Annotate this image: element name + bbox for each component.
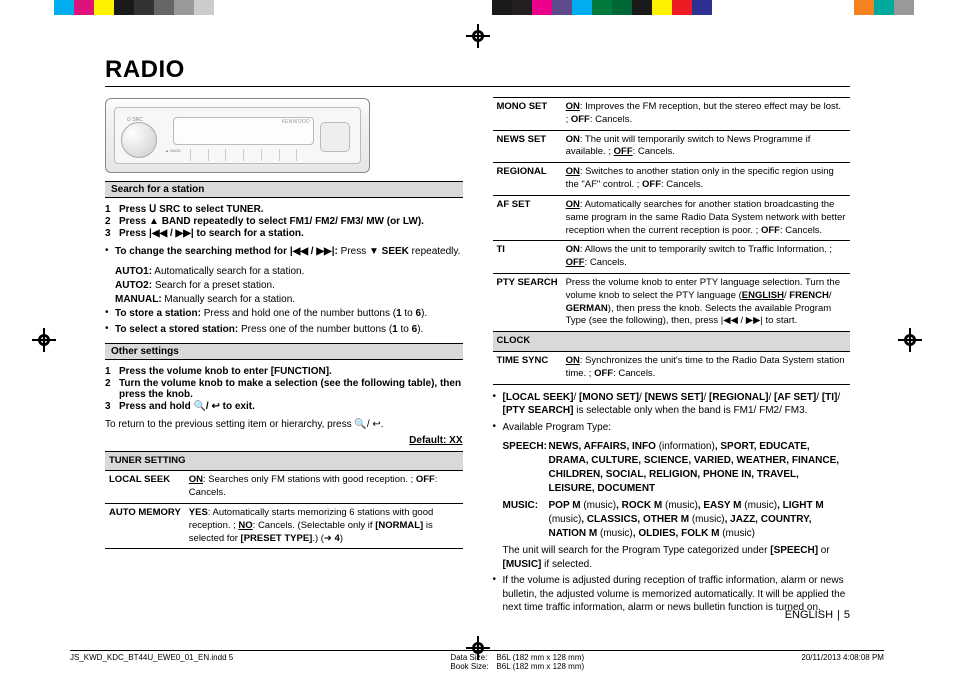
indent-line: MANUAL: Manually search for a station. bbox=[115, 293, 463, 307]
paragraph: To return to the previous setting item o… bbox=[105, 418, 463, 432]
table-header: TUNER SETTING bbox=[105, 451, 463, 471]
note-line: The unit will search for the Program Typ… bbox=[503, 544, 851, 571]
bullet-item: To store a station: Press and hold one o… bbox=[105, 307, 463, 321]
table-row: NEWS SETON: The unit will temporarily sw… bbox=[493, 130, 851, 163]
crosshair-icon bbox=[32, 328, 56, 352]
page-footer: ENGLISH|5 bbox=[785, 609, 850, 621]
indent-line: AUTO2: Search for a preset station. bbox=[115, 279, 463, 293]
right-column: MONO SETON: Improves the FM reception, b… bbox=[493, 95, 851, 621]
step-item: 2Press ▲ BAND repeatedly to select FM1/ … bbox=[105, 216, 463, 227]
size-info: Data Size:B6L (182 mm x 128 mm) Book Siz… bbox=[450, 653, 584, 672]
crosshair-icon bbox=[466, 24, 490, 48]
program-type-speech: SPEECH:NEWS, AFFAIRS, INFO (information)… bbox=[503, 440, 851, 496]
page-title: RADIO bbox=[105, 56, 850, 87]
file-name: JS_KWD_KDC_BT44U_EWE0_01_EN.indd 5 bbox=[70, 653, 233, 672]
table-row: TION: Allows the unit to temporarily swi… bbox=[493, 241, 851, 274]
program-type-music: MUSIC:POP M (music), ROCK M (music), EAS… bbox=[503, 499, 851, 541]
step-item: 1Press the volume knob to enter [FUNCTIO… bbox=[105, 366, 463, 377]
left-column: ⏻ SRC KENWOOD ▲ BAND Search for a statio… bbox=[105, 95, 463, 621]
step-item: 3Press |◀◀ / ▶▶| to search for a station… bbox=[105, 228, 463, 239]
bullet-item: To change the searching method for |◀◀ /… bbox=[105, 245, 463, 259]
timestamp: 20/11/2013 4:08:08 PM bbox=[801, 653, 884, 672]
radio-illustration: ⏻ SRC KENWOOD ▲ BAND bbox=[105, 98, 370, 173]
step-item: 1Press 𝖴 SRC to select TUNER. bbox=[105, 204, 463, 215]
table-row: AUTO MEMORYYES: Automatically starts mem… bbox=[105, 503, 463, 548]
color-bar bbox=[0, 0, 954, 15]
section-heading: Other settings bbox=[105, 343, 463, 360]
table-row: TIME SYNCON: Synchronizes the unit's tim… bbox=[493, 352, 851, 385]
steps-list: 1Press the volume knob to enter [FUNCTIO… bbox=[105, 366, 463, 412]
bullet-list: To change the searching method for |◀◀ /… bbox=[105, 245, 463, 259]
tuner-setting-table: TUNER SETTING LOCAL SEEKON: Searches onl… bbox=[105, 451, 463, 550]
table-row: AF SETON: Automatically searches for ano… bbox=[493, 195, 851, 240]
table-row: REGIONALON: Switches to another station … bbox=[493, 163, 851, 196]
note-item: [LOCAL SEEK]/ [MONO SET]/ [NEWS SET]/ [R… bbox=[493, 391, 851, 418]
default-label: Default: XX bbox=[105, 434, 463, 448]
document-page: RADIO ⏻ SRC KENWOOD ▲ BAND Search for a … bbox=[105, 56, 850, 645]
notes-list: [LOCAL SEEK]/ [MONO SET]/ [NEWS SET]/ [R… bbox=[493, 391, 851, 435]
bullet-item: To select a stored station: Press one of… bbox=[105, 323, 463, 337]
step-item: 2Turn the volume knob to make a selectio… bbox=[105, 378, 463, 400]
imposition-footer: JS_KWD_KDC_BT44U_EWE0_01_EN.indd 5 Data … bbox=[70, 650, 884, 672]
crosshair-icon bbox=[898, 328, 922, 352]
table-row: LOCAL SEEKON: Searches only FM stations … bbox=[105, 471, 463, 504]
table-row: PTY SEARCHPress the volume knob to enter… bbox=[493, 273, 851, 331]
step-item: 3Press and hold 🔍/ ↩ to exit. bbox=[105, 401, 463, 412]
steps-list: 1Press 𝖴 SRC to select TUNER.2Press ▲ BA… bbox=[105, 204, 463, 239]
table-row: MONO SETON: Improves the FM reception, b… bbox=[493, 98, 851, 131]
table-header: CLOCK bbox=[493, 332, 851, 352]
indent-line: AUTO1: Automatically search for a statio… bbox=[115, 265, 463, 279]
note-item: Available Program Type: bbox=[493, 421, 851, 435]
section-heading: Search for a station bbox=[105, 181, 463, 198]
bullet-list: To store a station: Press and hold one o… bbox=[105, 307, 463, 337]
settings-table: MONO SETON: Improves the FM reception, b… bbox=[493, 97, 851, 385]
